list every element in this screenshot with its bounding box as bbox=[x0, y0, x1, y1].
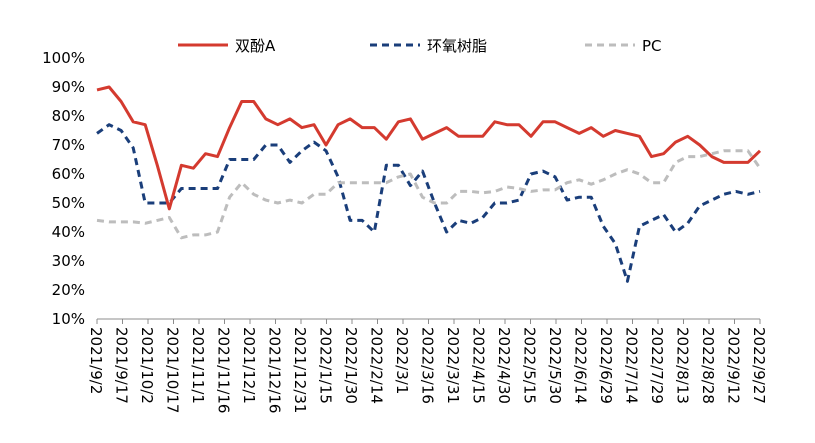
x-tick-label: 2022/4/30 bbox=[495, 327, 513, 404]
x-tick-label: 2022/3/1 bbox=[393, 327, 411, 394]
x-tick-label: 2022/3/16 bbox=[419, 327, 437, 404]
x-tick-label: 2022/2/14 bbox=[368, 327, 386, 404]
series-layer bbox=[96, 85, 762, 283]
x-tick-label: 2022/5/30 bbox=[546, 327, 564, 404]
x-tick-label: 2021/9/2 bbox=[87, 327, 105, 394]
y-tick-label: 50% bbox=[52, 194, 85, 212]
y-tick-label: 90% bbox=[52, 78, 85, 96]
y-tick-label: 10% bbox=[52, 310, 85, 328]
x-tick-label: 2021/12/1 bbox=[240, 327, 258, 404]
x-tick-label: 2022/1/30 bbox=[342, 327, 360, 404]
x-tick-label: 2022/9/27 bbox=[750, 327, 768, 404]
x-tick-label: 2021/10/17 bbox=[164, 327, 182, 413]
y-tick-label: 70% bbox=[52, 136, 85, 154]
y-tick-label: 30% bbox=[52, 252, 85, 270]
y-axis: 10% 20% 30% 40% 50% 60% 70% 80% 90% 100% bbox=[42, 49, 85, 328]
series-line-2 bbox=[96, 123, 761, 283]
y-tick-label: 60% bbox=[52, 165, 85, 183]
x-tick-label: 2022/7/14 bbox=[623, 327, 641, 404]
x-tick-label: 2022/8/13 bbox=[674, 327, 692, 404]
x-tick-label: 2022/6/29 bbox=[597, 327, 615, 404]
x-tick-label: 2021/12/31 bbox=[291, 327, 309, 413]
y-tick-label: 100% bbox=[42, 49, 85, 67]
x-tick-label: 2021/9/17 bbox=[113, 327, 131, 404]
y-tick-label: 20% bbox=[52, 281, 85, 299]
x-tick-label: 2022/5/15 bbox=[521, 327, 539, 404]
x-tick-label: 2022/6/14 bbox=[572, 327, 590, 404]
legend: 双酚A 环氧树脂 PC bbox=[178, 37, 662, 55]
y-tick-label: 40% bbox=[52, 223, 85, 241]
x-tick-label: 2022/1/15 bbox=[317, 327, 335, 404]
series-line-1 bbox=[96, 85, 762, 211]
x-tick-label: 2022/9/12 bbox=[725, 327, 743, 404]
x-tick-label: 2022/4/15 bbox=[470, 327, 488, 404]
legend-label: 环氧树脂 bbox=[427, 37, 487, 55]
x-tick-label: 2022/7/29 bbox=[648, 327, 666, 404]
x-tick-label: 2022/3/31 bbox=[444, 327, 462, 404]
x-tick-label: 2021/10/2 bbox=[138, 327, 156, 404]
x-tick-label: 2021/11/1 bbox=[189, 327, 207, 404]
x-axis: 2021/9/2 2021/9/17 2021/10/2 2021/10/17 2021… bbox=[87, 318, 768, 413]
legend-label: PC bbox=[642, 37, 662, 55]
x-tick-label: 2021/12/16 bbox=[266, 327, 284, 413]
y-tick-label: 80% bbox=[52, 107, 85, 125]
x-tick-label: 2022/8/28 bbox=[699, 327, 717, 404]
x-tick-label: 2021/11/16 bbox=[215, 327, 233, 413]
series-line-3 bbox=[96, 149, 762, 240]
legend-label: 双酚A bbox=[235, 37, 276, 55]
